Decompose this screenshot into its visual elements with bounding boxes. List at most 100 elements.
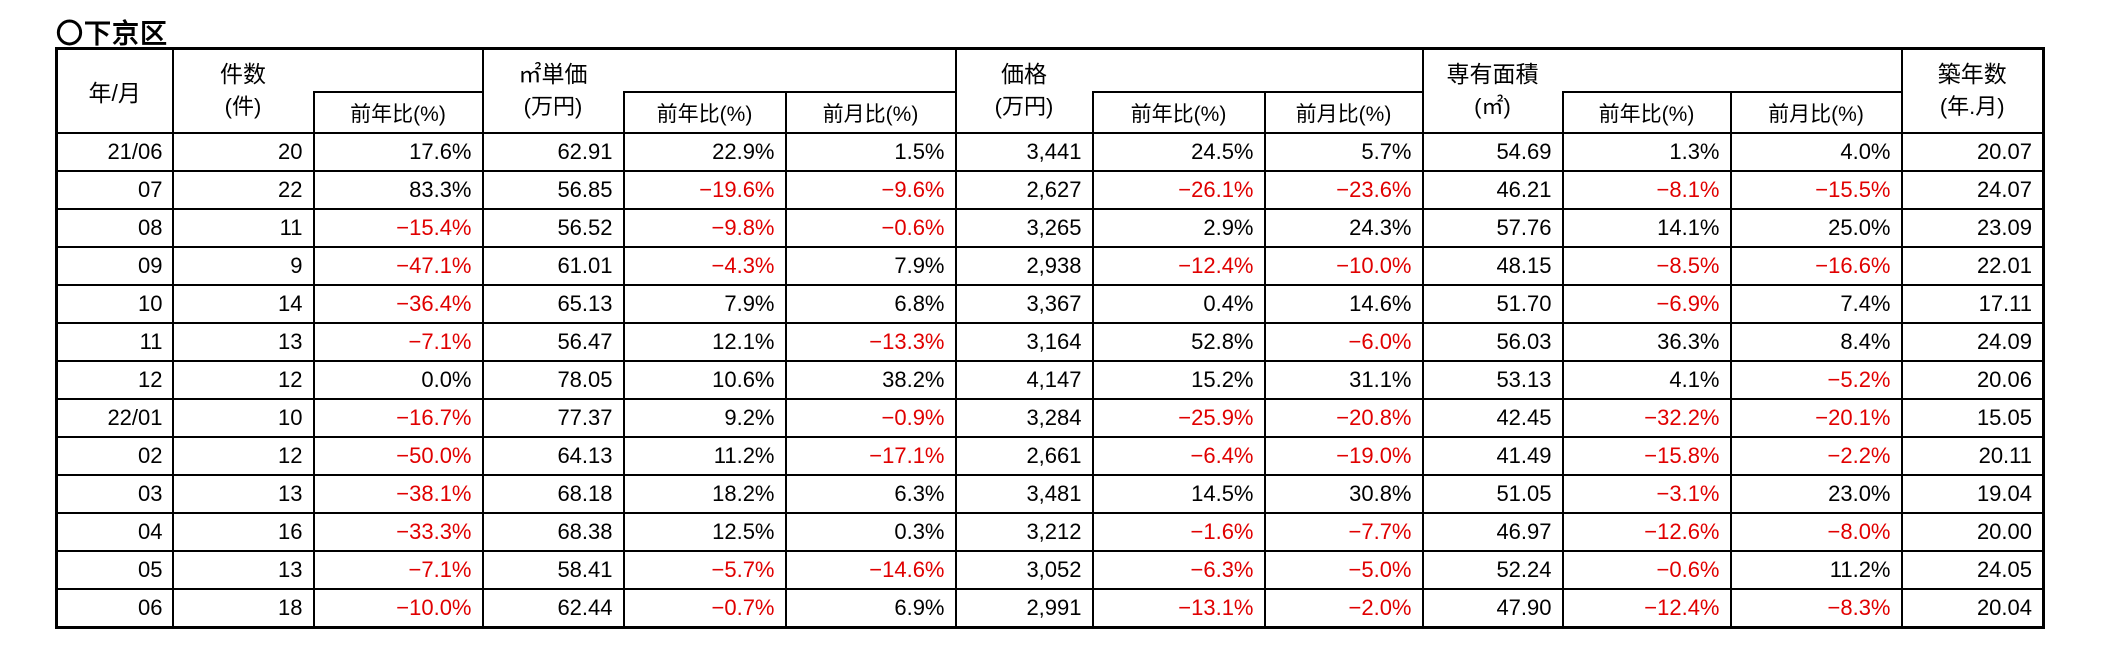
table-cell: 1.3%: [1561, 132, 1732, 172]
table-cell: 56.03: [1421, 322, 1564, 362]
table-cell: 41.49: [1421, 436, 1564, 476]
table-cell: 65.13: [481, 284, 625, 324]
table-cell: 24.5%: [1091, 132, 1266, 172]
table-cell: 11: [171, 208, 315, 248]
col-header-sub: 前月比(%): [1263, 91, 1424, 134]
table-row: 03 13 −38.1% 68.18 18.2% 6.3% 3,481 14.5% 30.8% 5…: [55, 474, 2045, 514]
table-cell: 11: [55, 322, 174, 362]
table-cell: −25.9%: [1091, 398, 1266, 438]
table-cell: −15.5%: [1729, 170, 1903, 210]
table-cell: 8.4%: [1729, 322, 1903, 362]
table-cell: 15.05: [1900, 398, 2045, 438]
table-cell: 38.2%: [784, 360, 957, 400]
table-cell: 0.0%: [312, 360, 484, 400]
table-cell: 78.05: [481, 360, 625, 400]
table-body: 21/06 20 17.6% 62.91 22.9% 1.5% 3,441 24.5% 5.7%…: [55, 132, 2045, 629]
table-cell: −50.0%: [312, 436, 484, 476]
table-cell: −8.5%: [1561, 246, 1732, 286]
col-header-sub: 前年比(%): [1561, 91, 1732, 134]
group-title: 築年数: [1937, 61, 2007, 87]
table-cell: 58.41: [481, 550, 625, 590]
table-row: 21/06 20 17.6% 62.91 22.9% 1.5% 3,441 24.5% 5.7%…: [55, 132, 2045, 172]
table-cell: −15.8%: [1561, 436, 1732, 476]
table-cell: −47.1%: [312, 246, 484, 286]
table-cell: 4,147: [954, 360, 1094, 400]
col-header-year-month: 年/月: [55, 47, 174, 134]
table-cell: 2,627: [954, 170, 1094, 210]
table-cell: 7.9%: [622, 284, 787, 324]
table-cell: −12.4%: [1091, 246, 1266, 286]
table-cell: −36.4%: [312, 284, 484, 324]
table-cell: 05: [55, 550, 174, 590]
table-cell: 2.9%: [1091, 208, 1266, 248]
header-row-2: 前年比(%) 前年比(%) 前月比(%) 前年比(%) 前月比(%) 前年比(%) 前月比(…: [57, 91, 2044, 134]
table-cell: −9.6%: [784, 170, 957, 210]
col-header-sub: 前月比(%): [784, 91, 957, 134]
table-cell: 10: [171, 398, 315, 438]
table-cell: 13: [171, 474, 315, 514]
table-cell: 04: [55, 512, 174, 552]
table-cell: 23.09: [1900, 208, 2045, 248]
table-cell: 9.2%: [622, 398, 787, 438]
table-cell: −2.2%: [1729, 436, 1903, 476]
table-cell: −3.1%: [1561, 474, 1732, 514]
table-cell: −4.3%: [622, 246, 787, 286]
table-cell: −19.6%: [622, 170, 787, 210]
table-cell: 12: [171, 360, 315, 400]
table-cell: 12.1%: [622, 322, 787, 362]
table-cell: 18.2%: [622, 474, 787, 514]
table-cell: −15.4%: [312, 208, 484, 248]
table-cell: −32.2%: [1561, 398, 1732, 438]
table-cell: 23.0%: [1729, 474, 1903, 514]
table-cell: 07: [55, 170, 174, 210]
table-cell: 57.76: [1421, 208, 1564, 248]
table-cell: 25.0%: [1729, 208, 1903, 248]
table-cell: −10.0%: [312, 588, 484, 629]
table-cell: 68.38: [481, 512, 625, 552]
table-cell: 56.85: [481, 170, 625, 210]
table-cell: 1.5%: [784, 132, 957, 172]
table-cell: 17.6%: [312, 132, 484, 172]
table-cell: 56.47: [481, 322, 625, 362]
table-row: 22/01 10 −16.7% 77.37 9.2% −0.9% 3,284 −25.9% −2…: [55, 398, 2045, 438]
table-cell: 09: [55, 246, 174, 286]
table-cell: 68.18: [481, 474, 625, 514]
table-cell: −6.3%: [1091, 550, 1266, 590]
table-cell: −14.6%: [784, 550, 957, 590]
col-header-group: 価格 (万円): [954, 47, 1093, 134]
table-cell: 36.3%: [1561, 322, 1732, 362]
table-cell: 83.3%: [312, 170, 484, 210]
table-cell: 24.09: [1900, 322, 2045, 362]
table-cell: −1.6%: [1091, 512, 1266, 552]
table-cell: 22.9%: [622, 132, 787, 172]
table-cell: 22: [171, 170, 315, 210]
table-cell: −8.3%: [1729, 588, 1903, 629]
table-cell: 62.91: [481, 132, 625, 172]
table-cell: 13: [171, 322, 315, 362]
table-cell: 20.11: [1900, 436, 2045, 476]
col-header-group: 築年数 (年.月): [1900, 47, 2044, 134]
table-cell: −6.4%: [1091, 436, 1266, 476]
table-cell: −26.1%: [1091, 170, 1266, 210]
table-cell: 3,441: [954, 132, 1094, 172]
table-cell: 3,052: [954, 550, 1094, 590]
table-cell: 64.13: [481, 436, 625, 476]
table-cell: 2,938: [954, 246, 1094, 286]
table-cell: 62.44: [481, 588, 625, 629]
table-cell: −2.0%: [1263, 588, 1424, 629]
table-cell: 12.5%: [622, 512, 787, 552]
table-cell: 24.05: [1900, 550, 2045, 590]
table-cell: 13: [171, 550, 315, 590]
table-row: 12 12 0.0% 78.05 10.6% 38.2% 4,147 15.2% 31.1% 53…: [55, 360, 2045, 400]
table-cell: 19.04: [1900, 474, 2045, 514]
table-cell: 77.37: [481, 398, 625, 438]
table-cell: 6.9%: [784, 588, 957, 629]
group-unit: (㎡): [1474, 94, 1511, 119]
table-cell: 3,481: [954, 474, 1094, 514]
table-cell: −9.8%: [622, 208, 787, 248]
table-cell: 3,212: [954, 512, 1094, 552]
table-cell: −20.1%: [1729, 398, 1903, 438]
table-cell: −16.7%: [312, 398, 484, 438]
table-cell: 9: [171, 246, 315, 286]
table-cell: −5.0%: [1263, 550, 1424, 590]
